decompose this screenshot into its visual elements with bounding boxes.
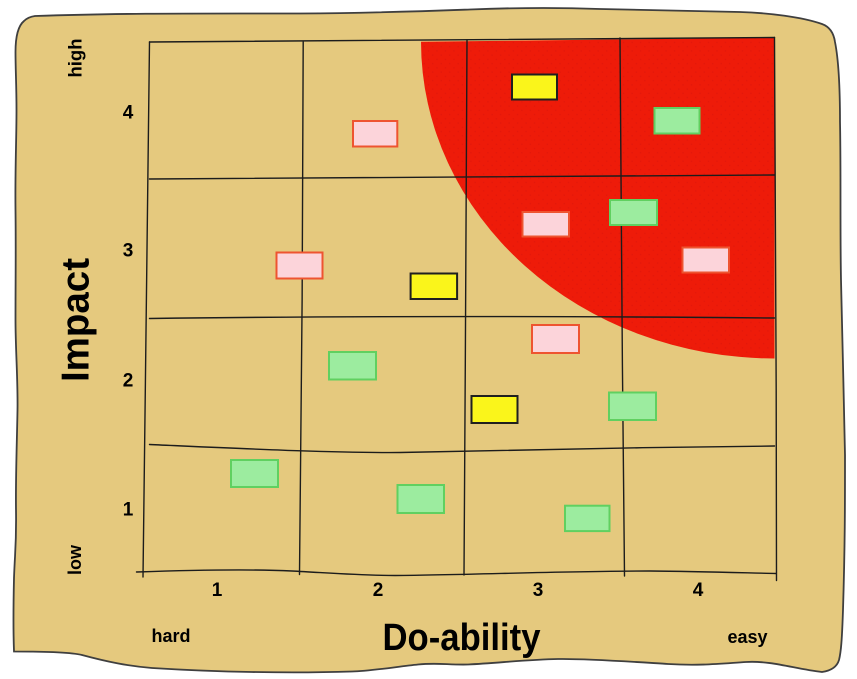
svg-text:1: 1 <box>212 580 223 601</box>
svg-text:2: 2 <box>123 371 134 392</box>
svg-text:Impact: Impact <box>55 258 98 382</box>
svg-text:2: 2 <box>373 580 384 601</box>
svg-text:3: 3 <box>533 580 544 601</box>
svg-text:easy: easy <box>727 627 767 647</box>
svg-text:high: high <box>65 38 86 77</box>
svg-text:1: 1 <box>123 500 134 521</box>
svg-text:4: 4 <box>693 580 704 601</box>
svg-text:3: 3 <box>123 241 134 262</box>
svg-text:4: 4 <box>123 103 134 124</box>
svg-text:low: low <box>65 544 85 575</box>
svg-text:Do-ability: Do-ability <box>383 617 541 659</box>
svg-text:hard: hard <box>151 626 190 646</box>
